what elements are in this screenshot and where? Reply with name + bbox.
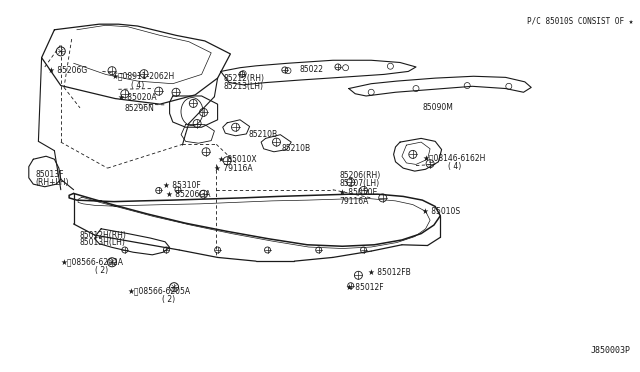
Text: 85206(RH): 85206(RH) xyxy=(339,171,380,180)
Text: ★ 85050E: ★ 85050E xyxy=(339,188,378,197)
Text: ( 2): ( 2) xyxy=(162,295,175,304)
Text: 79116A: 79116A xyxy=(339,197,369,206)
Text: ★Ⓝ08566-6202A: ★Ⓝ08566-6202A xyxy=(61,258,124,267)
Text: ( 4): ( 4) xyxy=(131,81,145,90)
Text: ★ 85020A: ★ 85020A xyxy=(118,93,157,102)
Text: P/C 85010S CONSIST OF ★: P/C 85010S CONSIST OF ★ xyxy=(527,17,634,26)
Text: 85207(LH): 85207(LH) xyxy=(339,179,380,187)
Text: ★ 85012FB: ★ 85012FB xyxy=(368,268,411,277)
Text: 85210B: 85210B xyxy=(248,130,278,139)
Text: ★ 85206G: ★ 85206G xyxy=(48,66,87,75)
Text: ★ 85206GA: ★ 85206GA xyxy=(166,190,211,199)
Text: (RH+LH): (RH+LH) xyxy=(35,178,68,187)
Text: 85090M: 85090M xyxy=(422,103,453,112)
Text: ★ⓝ08911-2062H: ★ⓝ08911-2062H xyxy=(112,72,175,81)
Text: ★ 79116A: ★ 79116A xyxy=(214,164,253,173)
Text: 85013H(LH): 85013H(LH) xyxy=(80,238,126,247)
Text: 85022: 85022 xyxy=(300,65,324,74)
Text: ★⒲08146-6162H: ★⒲08146-6162H xyxy=(422,154,486,163)
Text: ★Ⓝ08566-6205A: ★Ⓝ08566-6205A xyxy=(128,286,191,295)
Text: ( 2): ( 2) xyxy=(95,266,108,275)
Text: 85012H(RH): 85012H(RH) xyxy=(80,231,127,240)
Text: 85210B: 85210B xyxy=(282,144,311,153)
Text: ★ 85310F: ★ 85310F xyxy=(163,181,201,190)
Text: ( 4): ( 4) xyxy=(448,162,461,171)
Text: J850003P: J850003P xyxy=(590,346,630,355)
Text: ★ 85010X: ★ 85010X xyxy=(218,155,256,164)
Text: ★ 85012F: ★ 85012F xyxy=(346,283,383,292)
Text: 85213(LH): 85213(LH) xyxy=(224,82,264,91)
Text: ★ 85010S: ★ 85010S xyxy=(422,207,461,216)
Text: 85296N: 85296N xyxy=(125,104,155,113)
Text: 85212(RH): 85212(RH) xyxy=(224,74,265,83)
Text: 85013F: 85013F xyxy=(35,170,64,179)
